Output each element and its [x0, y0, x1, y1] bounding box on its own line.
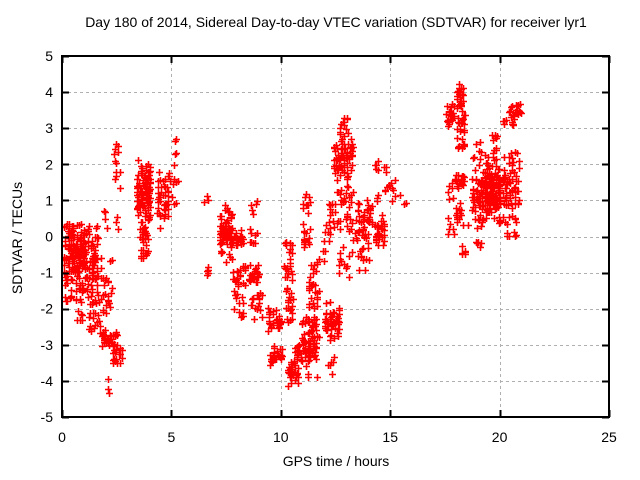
x-tick-label: 15	[382, 429, 398, 445]
y-tick-label: 5	[45, 48, 53, 64]
x-tick-label: 5	[168, 429, 176, 445]
y-tick-label: -3	[41, 337, 54, 353]
data-points	[61, 81, 525, 397]
y-tick-label: -5	[41, 409, 54, 425]
x-tick-label: 20	[492, 429, 508, 445]
y-tick-label: 1	[45, 192, 53, 208]
chart-title: Day 180 of 2014, Sidereal Day-to-day VTE…	[85, 14, 587, 30]
x-tick-label: 0	[58, 429, 66, 445]
x-axis-title: GPS time / hours	[282, 453, 390, 469]
x-tick-label: 10	[273, 429, 289, 445]
y-tick-label: 0	[45, 229, 53, 245]
y-tick-label: 4	[45, 84, 53, 100]
x-tick-label: 25	[601, 429, 617, 445]
y-tick-label: 2	[45, 156, 53, 172]
y-tick-label: 3	[45, 120, 53, 136]
y-tick-label: -1	[41, 265, 54, 281]
y-tick-label: -4	[41, 373, 54, 389]
y-tick-label: -2	[41, 301, 54, 317]
